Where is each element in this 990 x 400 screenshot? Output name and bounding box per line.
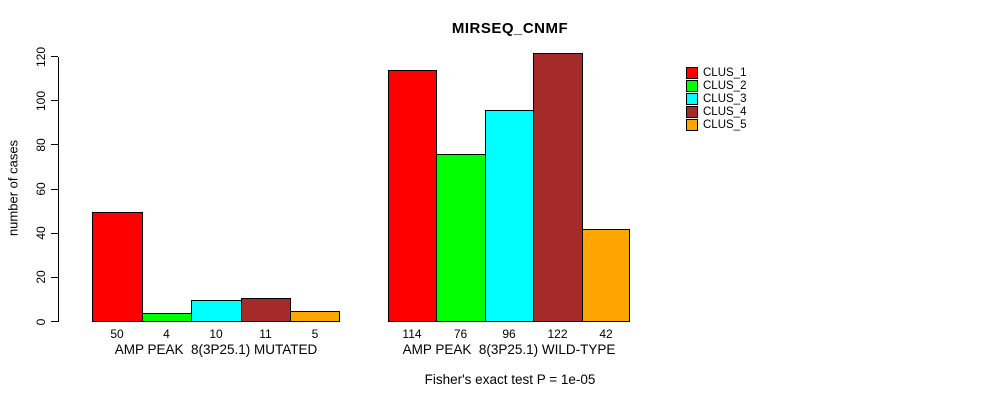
legend-label: CLUS_1 [703,66,747,79]
legend-item-clus_4: CLUS_4 [686,106,746,119]
bar-clus_1-group2 [388,70,437,322]
legend-swatch-clus_1 [686,66,698,79]
bar-value-label: 76 [453,327,468,341]
bar-clus_1-group1 [92,212,143,322]
legend-item-clus_3: CLUS_3 [686,92,746,105]
legend-swatch-clus_3 [686,92,698,105]
bar-value-label: 4 [163,327,170,341]
legend-item-clus_5: CLUS_5 [686,119,746,132]
bar-value-label: 10 [209,327,223,341]
bar-clus_4-group1 [241,298,291,322]
bar-clus_5-group2 [582,229,630,322]
fisher-test-annotation: Fisher's exact test P = 1e-05 [424,372,596,387]
bar-clus_4-group2 [533,53,583,322]
chart-title: MIRSEQ_CNMF [451,20,569,37]
y-axis-label: number of cases [5,139,21,237]
legend-item-clus_1: CLUS_1 [686,66,746,79]
bar-clus_3-group2 [485,110,534,322]
y-tick-label: 40 [34,226,48,240]
bar-value-label: 122 [547,327,568,341]
bar-value-label: 114 [402,327,422,341]
bar-value-label: 11 [259,327,272,341]
y-tick-label: 0 [34,318,48,325]
y-tick-label: 100 [34,90,48,111]
y-tick-mark [51,321,58,322]
legend-item-clus_2: CLUS_2 [686,79,746,92]
y-tick-mark [51,144,58,146]
y-tick-mark [51,100,58,102]
y-axis-line [58,57,59,322]
bar-clus_3-group1 [191,300,242,322]
legend: CLUS_1 CLUS_2 CLUS_3 CLUS_4 CLUS_5 [686,66,746,132]
legend-label: CLUS_2 [703,79,747,92]
y-tick-mark [51,232,58,234]
bar-clus_5-group1 [290,311,340,322]
y-tick-label: 20 [34,270,48,285]
y-tick-label: 80 [34,138,48,152]
legend-label: CLUS_5 [703,119,747,132]
group-label: AMP PEAK 8(3P25.1) WILD-TYPE [402,342,616,357]
bar-value-label: 96 [502,327,516,341]
y-tick-mark [51,188,58,190]
legend-label: CLUS_4 [703,106,747,119]
bar-value-label: 50 [110,327,124,341]
y-tick-label: 120 [34,46,48,67]
bar-clus_2-group2 [436,154,486,322]
bar-value-label: 42 [599,327,613,341]
legend-swatch-clus_5 [686,119,698,132]
group-label: AMP PEAK 8(3P25.1) MUTATED [114,342,318,357]
y-tick-label: 60 [34,182,48,196]
legend-label: CLUS_3 [703,92,747,105]
bar-value-label: 5 [311,327,319,341]
y-tick-mark [51,56,58,57]
legend-swatch-clus_2 [686,79,698,92]
bar-clus_2-group1 [142,313,192,322]
legend-swatch-clus_4 [686,106,698,119]
y-tick-mark [51,276,58,278]
